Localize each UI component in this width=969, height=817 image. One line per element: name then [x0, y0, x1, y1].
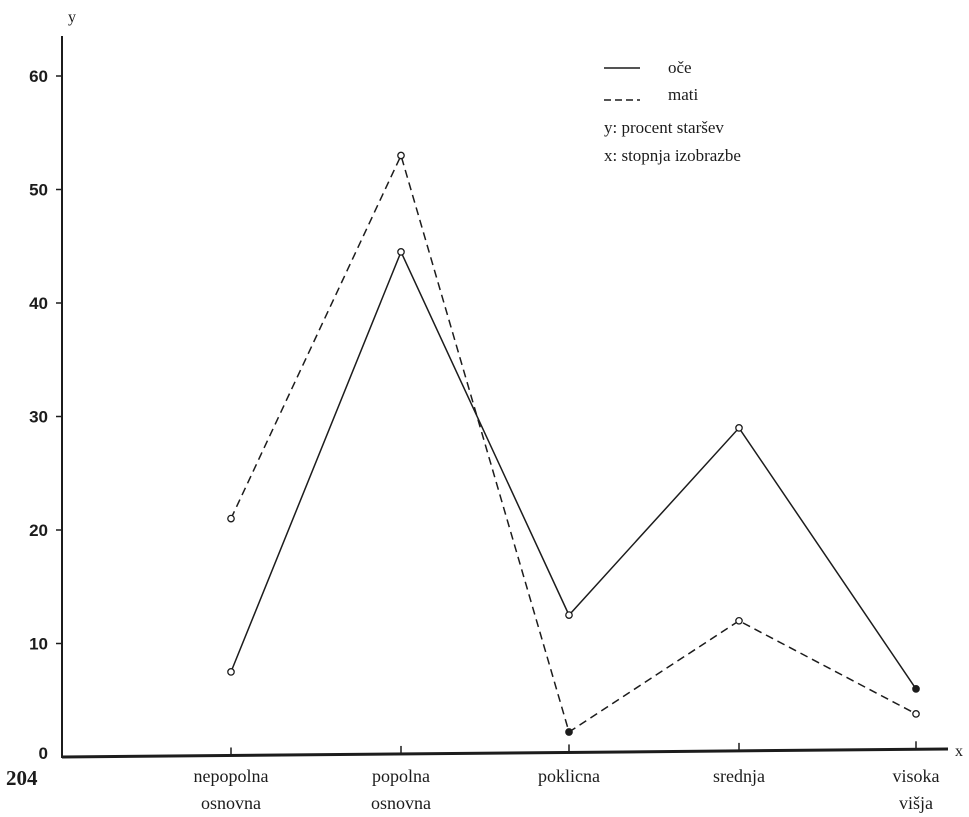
x-tick-label-4-0: visoka	[893, 766, 940, 786]
x-tick-label-4-1: višja	[899, 793, 933, 813]
x-tick-label-0-0: nepopolna	[194, 766, 269, 786]
data-point-oce-1	[397, 248, 405, 256]
data-point-mati-0	[227, 514, 235, 523]
legend-label-mati: mati	[668, 85, 698, 104]
x-tick-label-2-0: poklicna	[538, 766, 600, 786]
y-tick-label-40: 40	[29, 294, 48, 313]
x-tick-label-1-0: popolna	[372, 766, 430, 786]
x-tick-label-3-0: srednja	[713, 766, 765, 786]
data-point-mati-3	[735, 616, 743, 625]
data-point-oce-4	[912, 685, 920, 693]
axes: y x	[61, 9, 963, 760]
x-tick-label-0-1: osnovna	[201, 793, 261, 813]
series-lines	[230, 153, 917, 734]
x-ticks: nepopolna osnovna popolna osnovna poklicna sr…	[194, 741, 940, 813]
y-tick-label-50: 50	[29, 181, 48, 200]
legend-label-oce: oče	[668, 58, 692, 77]
series-line-oce	[230, 250, 917, 690]
x-tick-label-1-1: osnovna	[371, 793, 431, 813]
y-tick-label-0: 0	[39, 744, 48, 763]
y-axis-letter: y	[68, 9, 76, 26]
legend-note-y: y: procent staršev	[604, 118, 724, 137]
legend-note-x: x: stopnja izobrazbe	[604, 146, 741, 165]
x-axis-letter: x	[955, 743, 963, 760]
data-point-oce-3	[735, 424, 743, 432]
data-point-mati-4	[912, 710, 920, 718]
y-ticks: 0 10 20 30 40 50 60	[29, 67, 62, 763]
series-line-mati	[230, 153, 917, 734]
page-number: 204	[6, 766, 38, 790]
y-tick-label-60: 60	[29, 67, 48, 86]
data-point-oce-2	[565, 611, 573, 619]
data-point-oce-0	[227, 668, 235, 676]
y-tick-label-30: 30	[29, 408, 48, 427]
data-point-mati-1	[397, 151, 405, 160]
data-point-mati-2	[565, 728, 573, 736]
y-tick-label-10: 10	[29, 635, 48, 654]
series-points	[227, 151, 920, 736]
legend: oče mati y: procent staršev x: stopnja i…	[604, 58, 741, 165]
y-tick-label-20: 20	[29, 521, 48, 540]
x-axis-line	[61, 747, 949, 759]
